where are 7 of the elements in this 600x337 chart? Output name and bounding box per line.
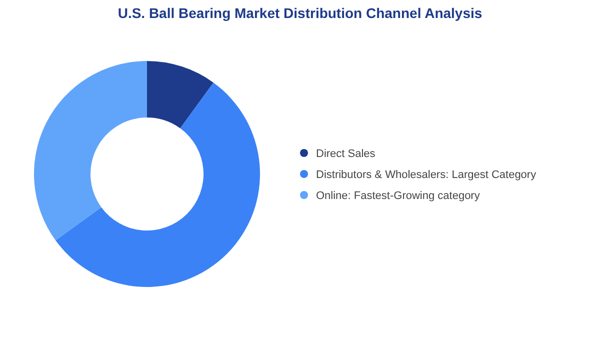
chart-title: U.S. Ball Bearing Market Distribution Channel Analysis	[118, 5, 482, 21]
legend-label: Online: Fastest-Growing category	[316, 190, 480, 202]
donut-slice	[34, 61, 147, 240]
donut-slice	[147, 61, 214, 128]
legend-label: Direct Sales	[316, 148, 376, 160]
legend-label: Distributors & Wholesalers: Largest Category	[316, 169, 537, 181]
donut-slice	[56, 82, 260, 287]
